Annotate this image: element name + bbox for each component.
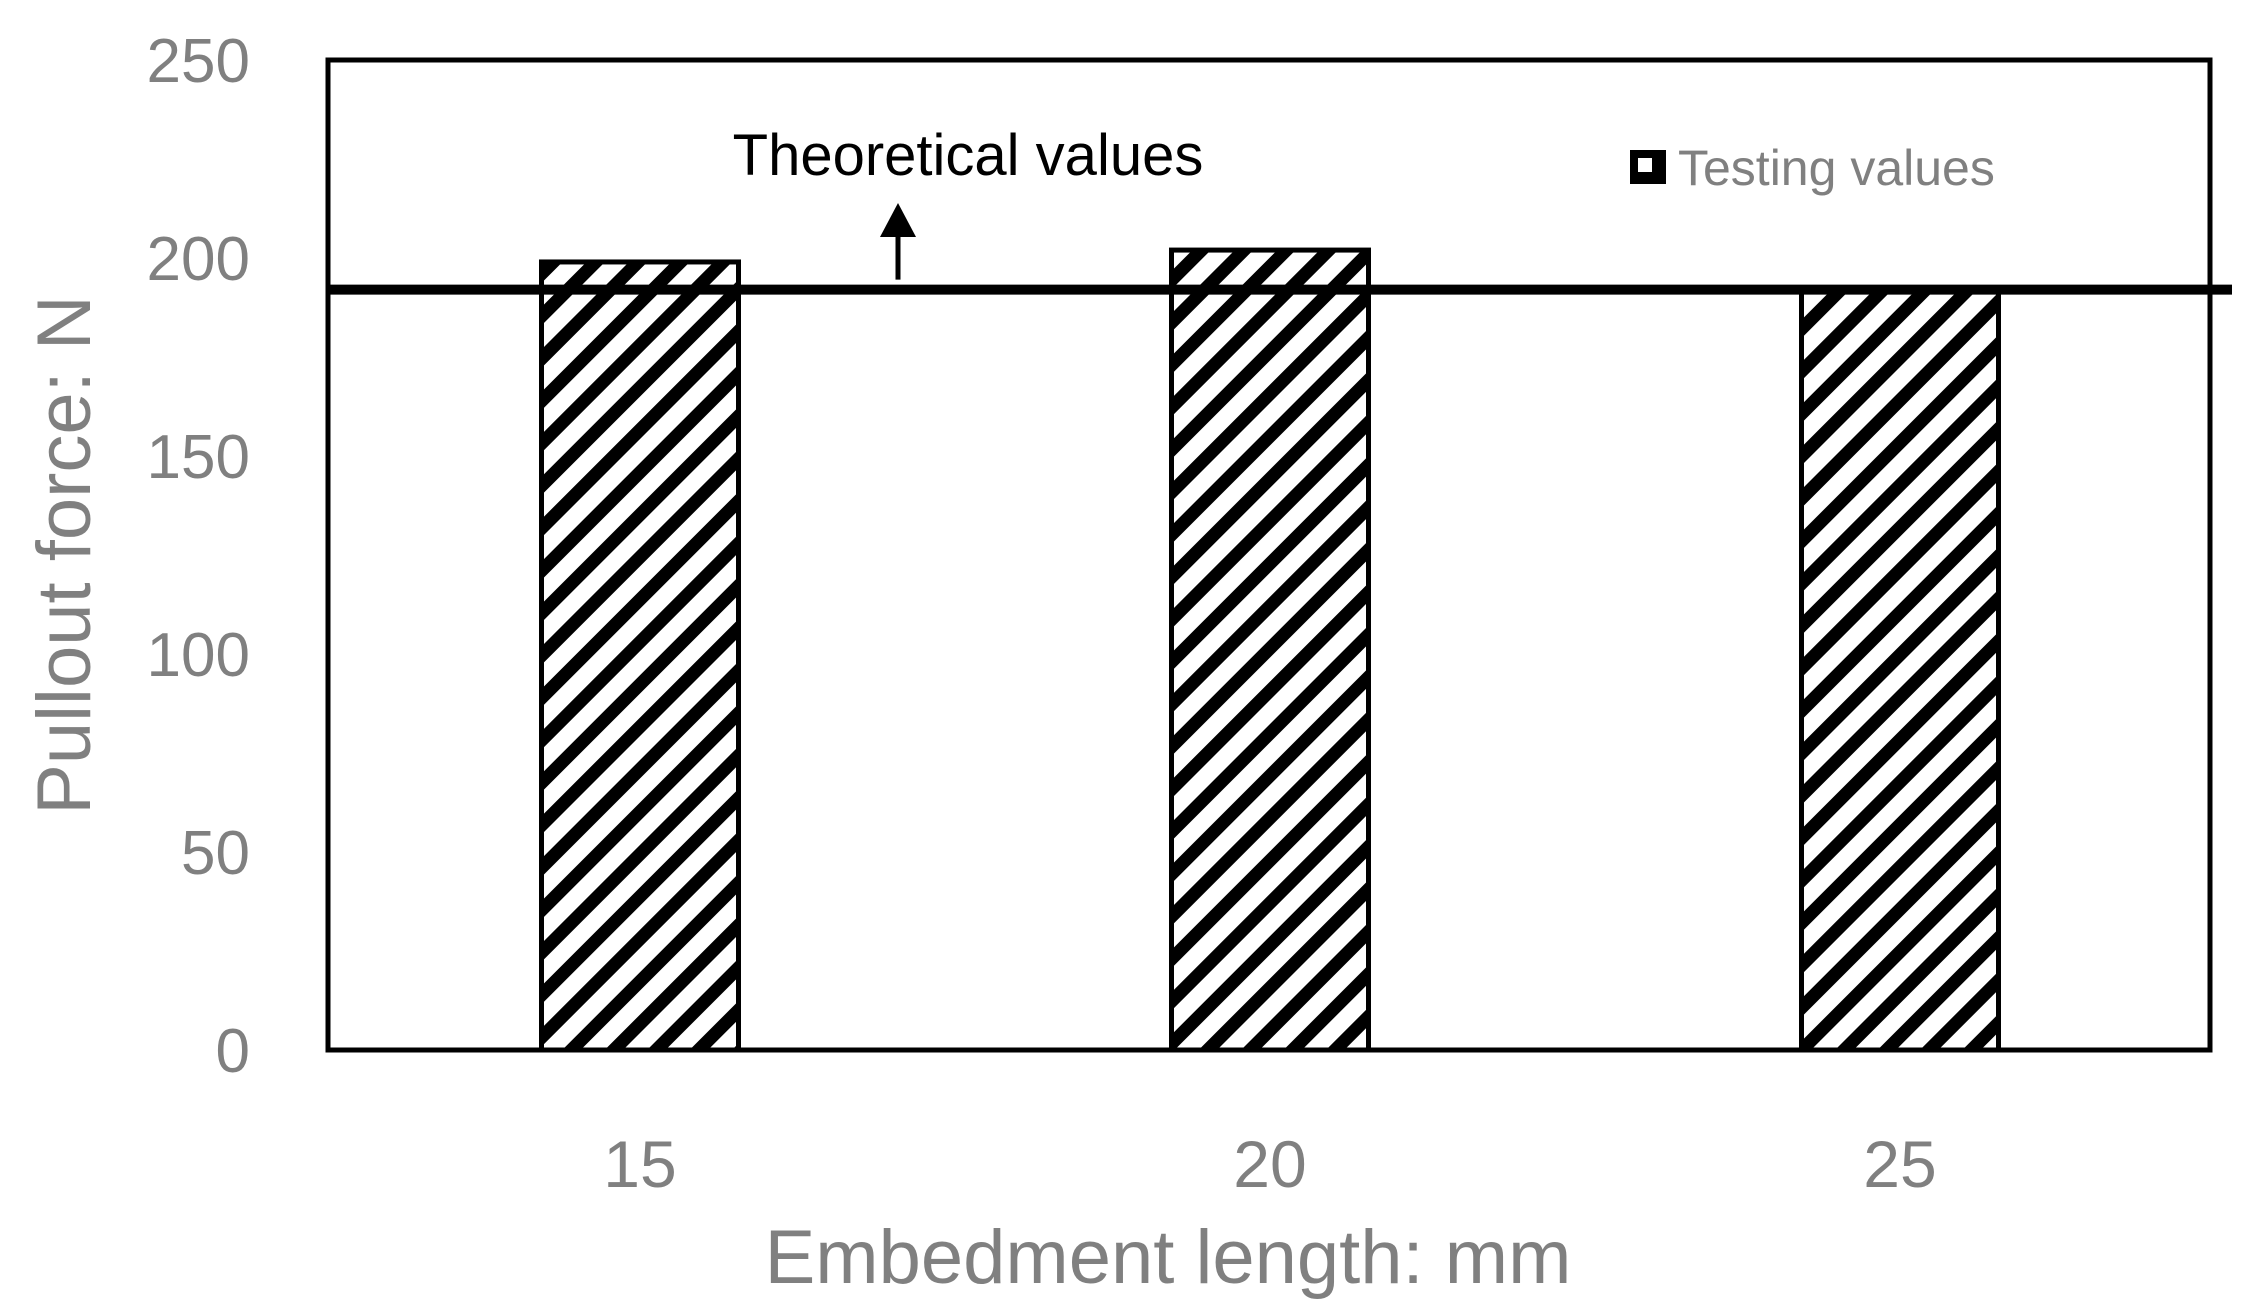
annotation-arrow-head [880,203,916,237]
bar [1169,247,1371,1053]
legend-label: Testing values [1678,140,1995,196]
y-axis-title: Pullout force: N [22,295,107,815]
legend-swatch-inner [1638,158,1652,172]
legend: Testing values [1630,140,1995,196]
annotation-theoretical-values: Theoretical values [733,123,1204,188]
y-tick-label: 0 [216,1017,250,1086]
y-tick-label: 200 [147,225,250,294]
x-tick-label: 15 [603,1127,676,1201]
x-tick-label: 25 [1863,1127,1936,1201]
y-tick-label: 250 [147,27,250,96]
x-axis-ticks: 15 20 25 [603,1127,1936,1201]
y-tick-label: 150 [147,423,250,492]
y-tick-label: 50 [181,819,250,888]
x-axis-title: Embedment length: mm [765,1215,1572,1300]
bar [539,259,741,1053]
y-tick-label: 100 [147,621,250,690]
x-tick-label: 20 [1233,1127,1306,1201]
y-axis-ticks: 0 50 100 150 200 250 [147,27,250,1086]
bars [539,247,2001,1053]
bar [1799,287,2001,1053]
